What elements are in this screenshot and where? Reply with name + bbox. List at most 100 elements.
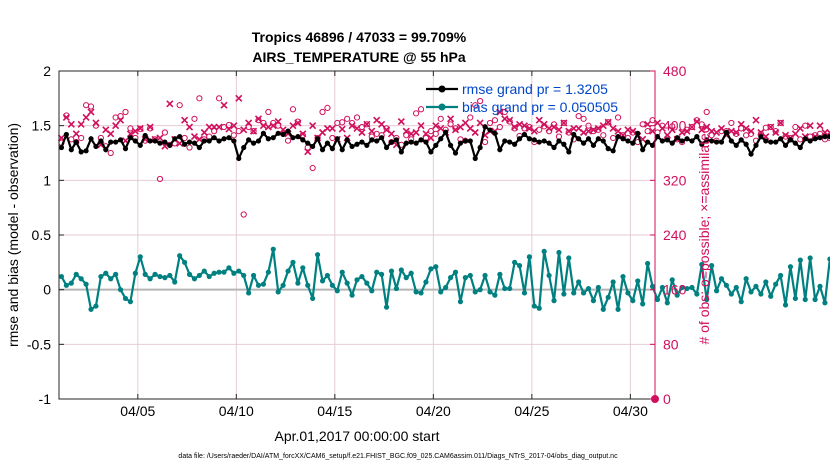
- bias-point: [388, 268, 395, 274]
- bias-point: [78, 276, 84, 282]
- obs-assimilated-point: [230, 122, 238, 130]
- bias-point: [319, 278, 326, 284]
- rmse-point: [250, 140, 257, 146]
- obs-possible-point: [585, 122, 592, 129]
- bias-point: [443, 284, 449, 291]
- obs-assimilated-point: [92, 119, 100, 127]
- bias-point: [295, 280, 301, 286]
- x-tick-label: 04/30: [613, 403, 648, 419]
- bias-point: [600, 306, 606, 312]
- bias-point: [196, 272, 202, 279]
- x-tick-label: 04/20: [416, 403, 451, 419]
- y-tick-label-left: 0.5: [32, 227, 52, 243]
- rmse-point: [787, 137, 794, 143]
- bias-point: [280, 282, 286, 288]
- bias-point: [625, 290, 631, 296]
- rmse-point: [807, 138, 813, 144]
- obs-possible-point: [639, 121, 646, 128]
- bias-point: [773, 281, 779, 287]
- bias-point: [531, 303, 537, 309]
- rmse-point: [512, 141, 518, 147]
- bias-point: [310, 295, 316, 302]
- obs-possible-point: [565, 129, 572, 136]
- rmse-point: [191, 140, 198, 146]
- obs-assimilated-point: [146, 123, 154, 131]
- rmse-point: [645, 139, 651, 145]
- obs-possible-point: [491, 117, 499, 124]
- bias-point: [580, 290, 587, 296]
- obs-possible-point: [560, 119, 567, 127]
- obs-assimilated-point: [796, 124, 804, 132]
- rmse-point: [300, 137, 306, 143]
- bias-point: [546, 272, 552, 279]
- y-tick-label-left: 1: [43, 172, 51, 188]
- rmse-point: [738, 137, 744, 143]
- rmse-point: [423, 139, 429, 145]
- obs-assimilated-point: [816, 122, 824, 130]
- rmse-point: [83, 148, 89, 154]
- bias-point: [669, 277, 675, 283]
- bias-point: [270, 246, 276, 252]
- rmse-point: [231, 138, 237, 144]
- obs-assimilated-point: [240, 126, 248, 134]
- bias-point: [63, 282, 69, 288]
- rmse-point: [78, 149, 84, 155]
- bias-point: [487, 289, 493, 295]
- rmse-point: [63, 131, 69, 138]
- bias-point: [408, 270, 414, 276]
- obs-assimilated-point: [309, 122, 317, 130]
- rmse-point: [73, 139, 79, 145]
- bias-point: [497, 271, 503, 277]
- bias-point: [585, 285, 592, 292]
- rmse-point: [403, 140, 409, 146]
- bias-point: [137, 254, 143, 260]
- bias-point: [718, 276, 725, 282]
- obs-possible-point: [284, 137, 292, 144]
- bias-point: [413, 289, 419, 295]
- bias-point: [654, 296, 661, 303]
- bias-point: [314, 252, 321, 258]
- obs-assimilated-point: [511, 123, 519, 131]
- obs-possible-point: [353, 114, 361, 121]
- obs-possible-point: [294, 118, 301, 125]
- rmse-point: [723, 129, 730, 135]
- obs-assimilated-point: [181, 116, 189, 124]
- obs-possible-point: [472, 102, 479, 109]
- rmse-point: [117, 137, 124, 143]
- bias-point: [733, 284, 739, 291]
- rmse-point: [369, 137, 375, 143]
- bias-point: [561, 291, 567, 297]
- obs-possible-point: [186, 144, 193, 151]
- bias-point: [645, 260, 651, 267]
- rmse-point: [521, 131, 528, 138]
- y-tick-label-left: -1: [39, 391, 52, 407]
- rmse-point: [595, 136, 601, 142]
- rmse-point: [221, 136, 227, 142]
- bias-point: [211, 270, 217, 276]
- obs-assimilated-point: [358, 128, 366, 137]
- rmse-point: [398, 149, 404, 155]
- bias-point: [433, 264, 439, 270]
- rmse-point: [329, 146, 335, 152]
- obs-assimilated-point: [304, 148, 312, 156]
- bias-point: [423, 279, 429, 285]
- bias-point: [778, 272, 784, 279]
- obs-assimilated-point: [264, 123, 272, 131]
- obs-assimilated-point: [156, 134, 164, 142]
- rmse-point: [492, 130, 498, 136]
- obs-possible-point: [181, 134, 188, 142]
- obs-assimilated-point: [515, 120, 524, 128]
- rmse-point: [516, 136, 523, 142]
- obs-possible-point: [644, 128, 651, 135]
- rmse-point: [649, 142, 656, 148]
- bias-point: [738, 299, 744, 305]
- rmse-point: [797, 144, 803, 151]
- obs-assimilated-point: [624, 126, 632, 134]
- rmse-point: [576, 136, 582, 142]
- bias-point: [359, 273, 365, 280]
- bias-point: [393, 285, 400, 292]
- bias-point: [516, 263, 523, 269]
- obs-assimilated-point: [451, 126, 460, 134]
- obs-possible-point: [383, 125, 390, 132]
- bias-point: [83, 281, 89, 287]
